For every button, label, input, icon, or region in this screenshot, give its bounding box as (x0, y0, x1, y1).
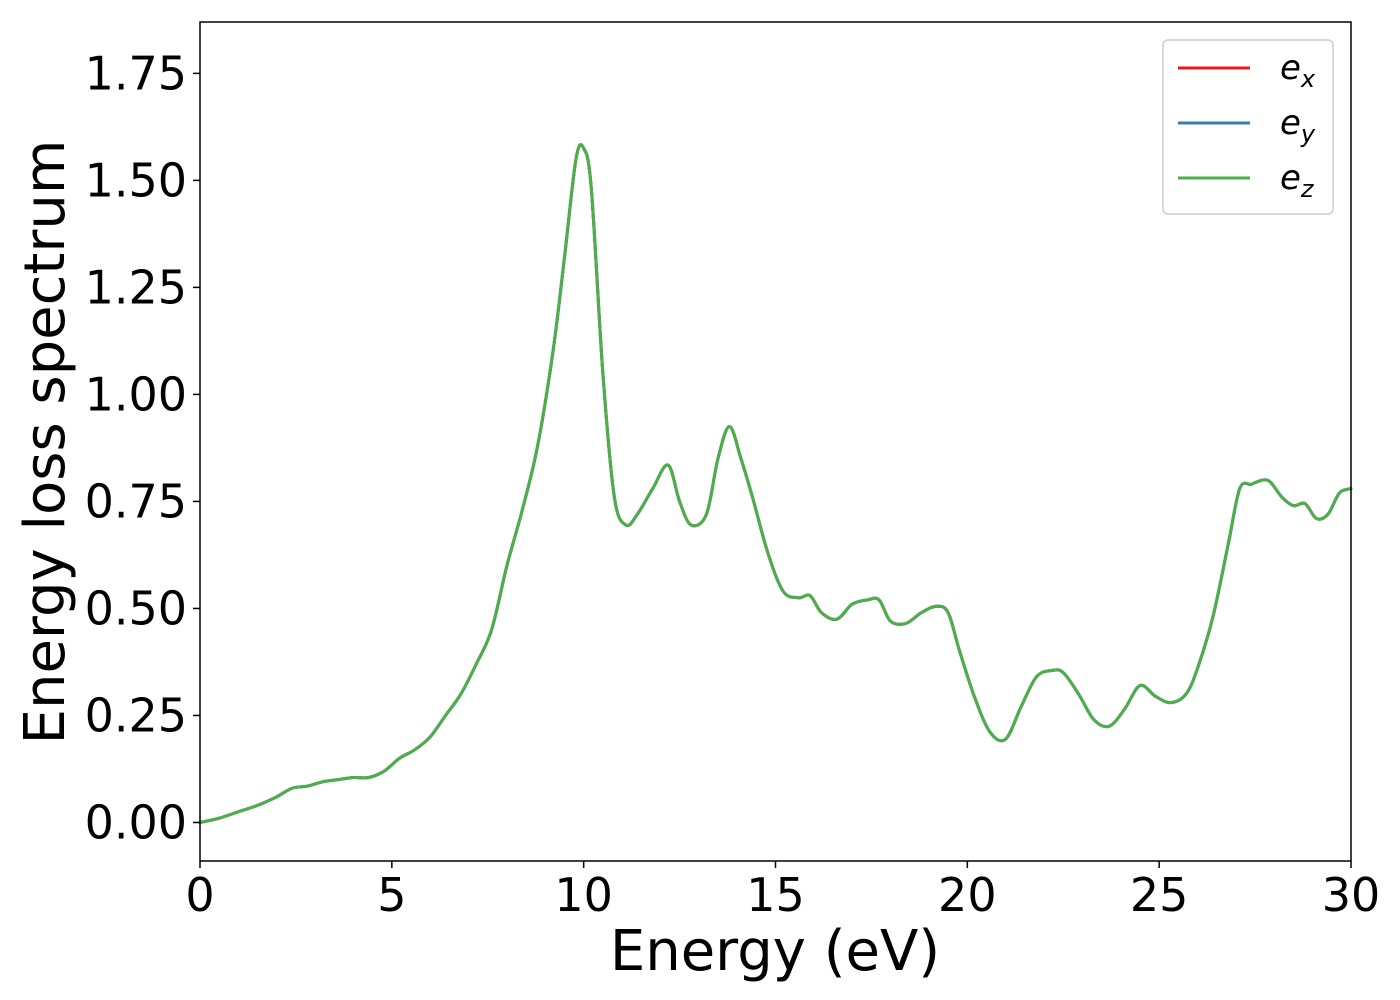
y-axis-label: Energy loss spectrum (13, 140, 78, 745)
x-tick-label: 25 (1130, 868, 1189, 922)
y-axis: 0.00 0.25 0.50 0.75 1.00 1.25 1.50 1.75 (85, 46, 200, 849)
x-tick-label: 30 (1322, 868, 1381, 922)
series-layer (198, 143, 1353, 824)
y-tick-label: 0.50 (85, 581, 187, 635)
legend-label-ey: ey (1280, 103, 1316, 148)
legend: ex ey ez (1162, 39, 1334, 215)
series-line-ey (198, 143, 1353, 824)
y-tick-label: 1.75 (85, 46, 187, 100)
y-tick-label: 1.00 (85, 367, 187, 421)
x-axis-label: Energy (eV) (610, 919, 940, 984)
series-line-ex (198, 143, 1353, 824)
x-tick-label: 5 (377, 868, 406, 922)
x-tick-label: 0 (185, 868, 214, 922)
x-tick-label: 15 (746, 868, 805, 922)
y-tick-label: 1.50 (85, 153, 187, 207)
y-tick-label: 1.25 (85, 260, 187, 314)
x-axis: 0 5 10 15 20 25 30 (185, 861, 1380, 922)
y-tick-label: 0.00 (85, 795, 187, 849)
legend-label-ex: ex (1280, 48, 1316, 93)
y-tick-label: 0.75 (85, 474, 187, 528)
series-line-ez (198, 143, 1353, 824)
legend-box (1162, 39, 1334, 215)
x-tick-label: 10 (554, 868, 613, 922)
y-tick-label: 0.25 (85, 688, 187, 742)
legend-label-ez: ez (1280, 158, 1315, 203)
x-tick-label: 20 (938, 868, 997, 922)
